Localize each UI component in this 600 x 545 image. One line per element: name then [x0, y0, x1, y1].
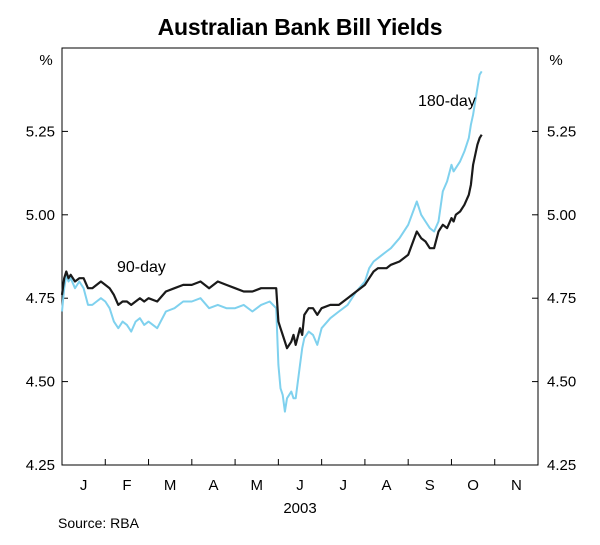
- x-tick-label: J: [80, 477, 88, 494]
- x-tick-label: A: [382, 477, 392, 494]
- y-tick-label-right: 5.25: [547, 123, 576, 140]
- y-tick-label-right: 4.75: [547, 290, 576, 307]
- x-tick-label: M: [250, 477, 263, 494]
- y-unit-label-left: %: [39, 52, 52, 69]
- x-tick-label: N: [511, 477, 522, 494]
- y-tick-label-right: 4.25: [547, 457, 576, 474]
- y-tick-label-right: 5.00: [547, 207, 576, 224]
- y-unit-label-right: %: [549, 52, 562, 69]
- y-tick-label-left: 5.25: [26, 123, 55, 140]
- series-line-180-day: [61, 70, 483, 413]
- y-tick-label-right: 4.50: [547, 374, 576, 391]
- y-tick-label-left: 4.25: [26, 457, 55, 474]
- source-note: Source: RBA: [58, 515, 139, 531]
- y-tick-label-left: 4.50: [26, 374, 55, 391]
- series-line-90-day: [60, 134, 483, 350]
- x-tick-label: J: [296, 477, 304, 494]
- x-tick-label: J: [340, 477, 348, 494]
- plot-frame: [61, 47, 539, 466]
- chart-title: Australian Bank Bill Yields: [157, 14, 443, 40]
- y-tick-label-left: 5.00: [26, 207, 55, 224]
- series-label-90-day: 90-day: [117, 259, 166, 276]
- x-tick-label: F: [122, 477, 131, 494]
- y-tick-label-left: 4.75: [26, 290, 55, 307]
- x-tick-label: S: [425, 477, 435, 494]
- x-tick-label: O: [467, 477, 479, 494]
- x-axis-year-label: 2003: [283, 500, 317, 517]
- series-label-180-day: 180-day: [418, 93, 476, 110]
- x-tick-label: A: [208, 477, 218, 494]
- x-tick-label: M: [164, 477, 177, 494]
